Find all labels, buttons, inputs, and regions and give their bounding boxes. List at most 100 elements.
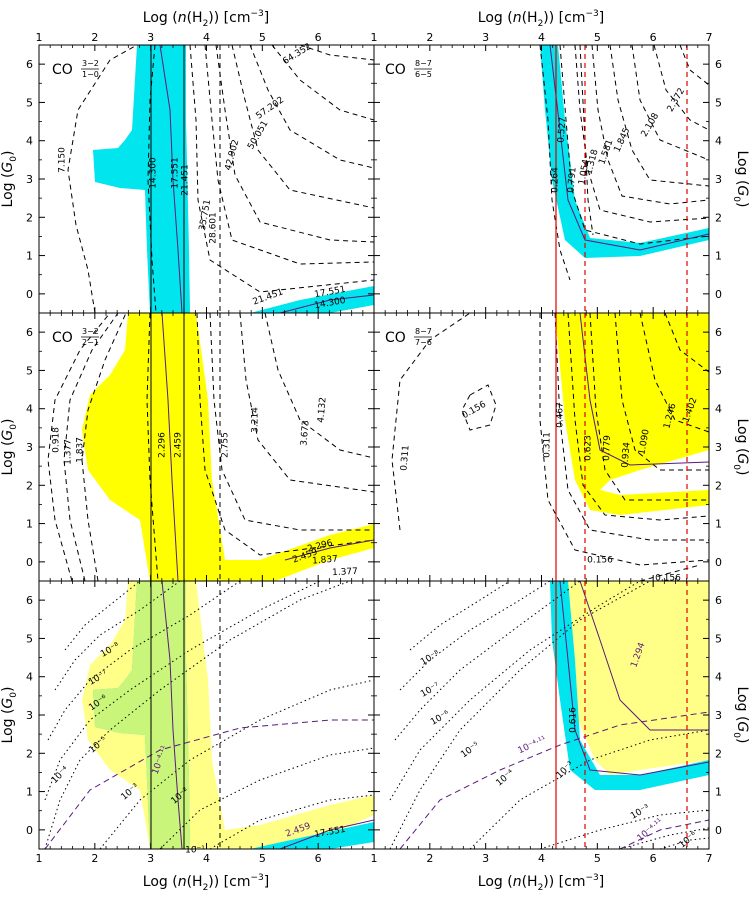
contour-label-text: 0.156 — [587, 556, 613, 566]
label-num: 3−2 — [82, 59, 99, 68]
contour-label: 0.156 — [461, 400, 489, 422]
y-axis-label-right: Log (G0) — [731, 151, 749, 208]
label-num: 8−7 — [415, 59, 432, 68]
y-tick-label-right: 3 — [715, 173, 722, 186]
contour-label: 0.934 — [620, 442, 632, 469]
contour-label-text: 3.673 — [299, 420, 311, 447]
y-tick-label-right: 6 — [715, 326, 722, 339]
contour-label-text: 10⁻⁸ — [419, 649, 441, 668]
purple-dash — [399, 711, 709, 849]
x-tick-label-top: 3 — [482, 31, 489, 44]
label-co: CO — [385, 62, 406, 78]
contour-label-text: 10⁻⁷ — [419, 681, 441, 700]
y-tick-label-left: 0 — [26, 288, 33, 301]
y-axis-label-left: Log (G0) — [0, 687, 19, 744]
x-tick-label-top: 1 — [36, 31, 43, 44]
contour-label: 0.616 — [569, 707, 579, 733]
cyan-band-low — [250, 822, 374, 849]
contour-label-text: 2.108 — [640, 111, 662, 139]
x-tick-label-top: 4 — [538, 31, 545, 44]
cyan-band — [540, 45, 709, 258]
contour-label: 0.264 — [551, 167, 561, 193]
contour-label-text: 1.837 — [312, 554, 339, 566]
contour-42902 — [231, 45, 374, 209]
contour-label-text: 0.616 — [569, 707, 579, 733]
contour-label-text: 0.791 — [566, 167, 578, 194]
contour-label-text: 1.845 — [612, 126, 632, 154]
x-tick-label-bottom: 7 — [706, 852, 713, 865]
contour-label: 0.156 — [655, 574, 681, 584]
contour-label-text: 2.372 — [666, 87, 688, 114]
contour-label-text: 21.451 — [181, 164, 191, 196]
contour-label: 17.551 — [171, 157, 181, 189]
panel-co87-65 — [539, 45, 709, 313]
purple-line — [159, 45, 183, 313]
purple-line-low — [284, 539, 374, 561]
y-tick-label-right: 0 — [715, 288, 722, 301]
y-tick-label-right: 5 — [715, 364, 722, 377]
tick-marks: 1 2 3 4 5 6 1 2 3 4 5 6 71 2 3 4 5 6 1 2 3 4 5 6 70 01 12 23 34 45 56 6… — [26, 31, 722, 865]
panel-label-ml: CO 3−2 2−1 — [52, 327, 99, 347]
cyan-band — [550, 581, 709, 790]
contour-label-text: 42.902 — [224, 139, 242, 172]
x-tick-label-top: 6 — [315, 31, 322, 44]
contour-label: 1.837 — [312, 554, 339, 566]
contour-label-text: 7.150 — [58, 147, 68, 173]
contour-label-text: 10⁻⁶ — [678, 830, 700, 851]
x-tick-label-top: 7 — [706, 31, 713, 44]
y-tick-label-right: 4 — [715, 671, 722, 684]
label-co: CO — [385, 330, 406, 346]
contour-label: 1.377 — [64, 439, 74, 465]
contour-label-text: 2.755 — [221, 432, 231, 458]
y-tick-label-right: 2 — [715, 479, 722, 492]
contour-14300 — [147, 45, 157, 313]
contour-label: 10⁻⁸ — [419, 649, 441, 668]
label-num: 8−7 — [415, 327, 432, 336]
purple-line — [559, 581, 709, 776]
purple-line-2 — [579, 581, 709, 731]
contour-label: 0.311 — [399, 445, 411, 472]
y-tick-label-left: 1 — [26, 518, 33, 531]
contour-label-text: 0.467 — [556, 402, 566, 428]
contour-label-text: 14.300 — [149, 157, 159, 189]
panel-co32-10 — [67, 45, 374, 313]
contour-label: 2.108 — [640, 111, 662, 139]
panel-combined-left — [44, 581, 374, 849]
contour-label: 50.051 — [246, 119, 270, 151]
contour-label: 2.459 — [174, 432, 184, 458]
contour-label-text: 2.296 — [158, 432, 168, 458]
y-tick-label-right: 0 — [715, 556, 722, 569]
y-tick-label-left: 1 — [26, 250, 33, 263]
y-tick-label-left: 4 — [26, 135, 33, 148]
contour-label-text: 1.054 — [577, 158, 591, 185]
purple-dash — [44, 719, 374, 849]
x-tick-label-bottom: 3 — [147, 852, 154, 865]
y-tick-label-left: 5 — [26, 96, 33, 109]
contour-label: 4.132 — [316, 397, 328, 424]
purple-dash-low — [619, 819, 709, 849]
y-tick-label-right: 3 — [715, 709, 722, 722]
contour-7150 — [67, 45, 138, 313]
y-tick-label-left: 5 — [26, 632, 33, 645]
y-tick-label-right: 4 — [715, 403, 722, 416]
panel-label-tr: CO 8−7 6−5 — [385, 59, 432, 79]
y-tick-label-left: 5 — [26, 364, 33, 377]
y-tick-label-left: 3 — [26, 709, 33, 722]
contour-label: 0.527 — [556, 117, 568, 144]
contour-label-text: 0.311 — [543, 432, 553, 458]
y-axis-labels: Log (G0) Log (G0) Log (G0) Log (G0) Log (G0)… — [0, 151, 749, 744]
x-tick-label-top: 3 — [147, 31, 154, 44]
y-tick-label-left: 2 — [26, 479, 33, 492]
contour-label: 2.372 — [666, 87, 688, 114]
y-tick-label-left: 6 — [26, 594, 33, 607]
x-tick-label-top: 2 — [426, 31, 433, 44]
y-tick-label-left: 6 — [26, 326, 33, 339]
panel-combined-right — [389, 581, 709, 849]
x-tick-label-bottom: 2 — [426, 852, 433, 865]
contour-label: 10⁻⁶ — [429, 709, 451, 728]
contour-label-text: 10⁻⁵ — [459, 740, 481, 760]
x-axis-label-bottom-right: Log (n(H2)) [cm−3] — [478, 873, 604, 893]
y-axis-label-right: Log (G0) — [731, 419, 749, 476]
contour-64352 — [299, 45, 374, 61]
